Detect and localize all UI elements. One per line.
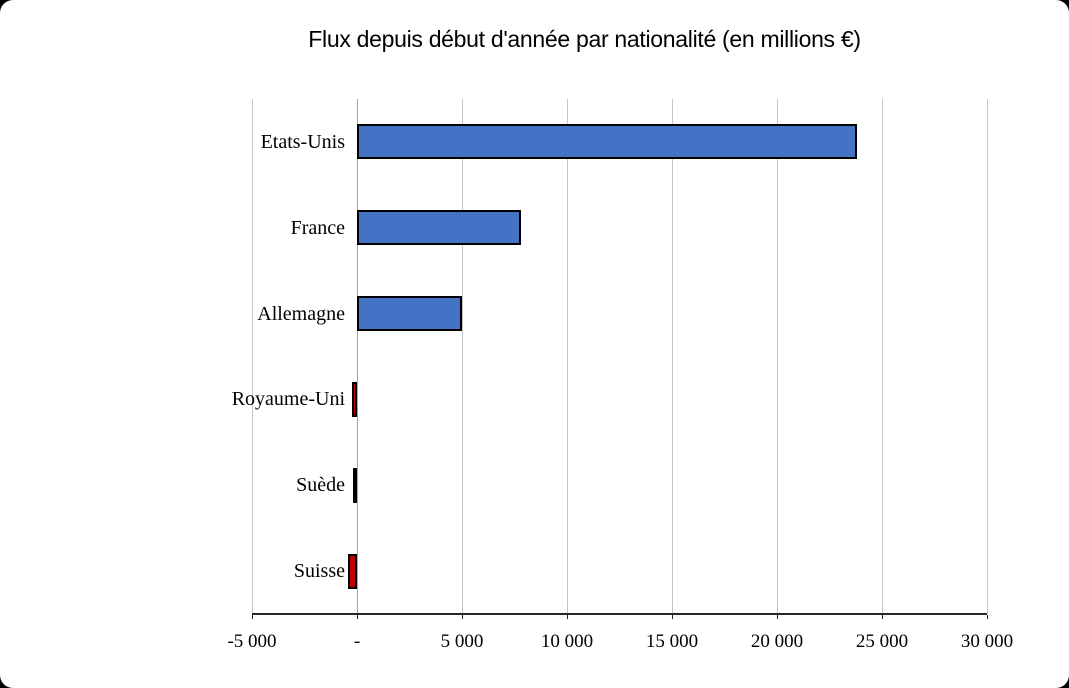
gridline xyxy=(672,99,673,614)
x-axis-tick xyxy=(252,615,253,619)
x-axis-line xyxy=(252,613,987,615)
x-tick-label: 5 000 xyxy=(440,631,484,652)
zero-gridline xyxy=(357,99,358,614)
category-label-allemagne: Allemagne xyxy=(257,302,345,325)
gridline xyxy=(567,99,568,614)
x-axis-tick xyxy=(987,615,988,619)
gridline xyxy=(462,99,463,614)
x-axis-tick xyxy=(462,615,463,619)
x-axis-tick xyxy=(672,615,673,619)
gridline xyxy=(777,99,778,614)
x-axis-tick xyxy=(882,615,883,619)
x-tick-label: - xyxy=(353,631,361,652)
x-tick-label: -5 000 xyxy=(227,631,277,652)
bar-allemagne xyxy=(357,296,462,332)
bar-royaume-uni xyxy=(351,381,357,417)
bar-france xyxy=(357,210,521,246)
category-label-su-de: Suède xyxy=(296,474,345,497)
bar-suisse xyxy=(347,553,357,589)
gridline xyxy=(987,99,988,614)
x-axis-tick xyxy=(567,615,568,619)
chart-title: Flux depuis début d'année par nationalit… xyxy=(308,26,861,52)
bar-etats-unis xyxy=(357,124,857,160)
gridline xyxy=(882,99,883,614)
category-label-etats-unis: Etats-Unis xyxy=(260,130,345,153)
gridline xyxy=(252,99,253,614)
x-tick-label: 15 000 xyxy=(645,631,699,652)
x-tick-label: 20 000 xyxy=(750,631,804,652)
x-tick-label: 25 000 xyxy=(855,631,909,652)
x-axis-tick xyxy=(357,615,358,619)
x-tick-label: 10 000 xyxy=(540,631,594,652)
category-label-suisse: Suisse xyxy=(293,560,345,583)
x-tick-label: 30 000 xyxy=(960,631,1014,652)
x-axis-tick xyxy=(777,615,778,619)
bar-su-de xyxy=(352,467,357,503)
category-label-royaume-uni: Royaume-Uni xyxy=(231,388,345,411)
category-label-france: France xyxy=(290,216,345,239)
